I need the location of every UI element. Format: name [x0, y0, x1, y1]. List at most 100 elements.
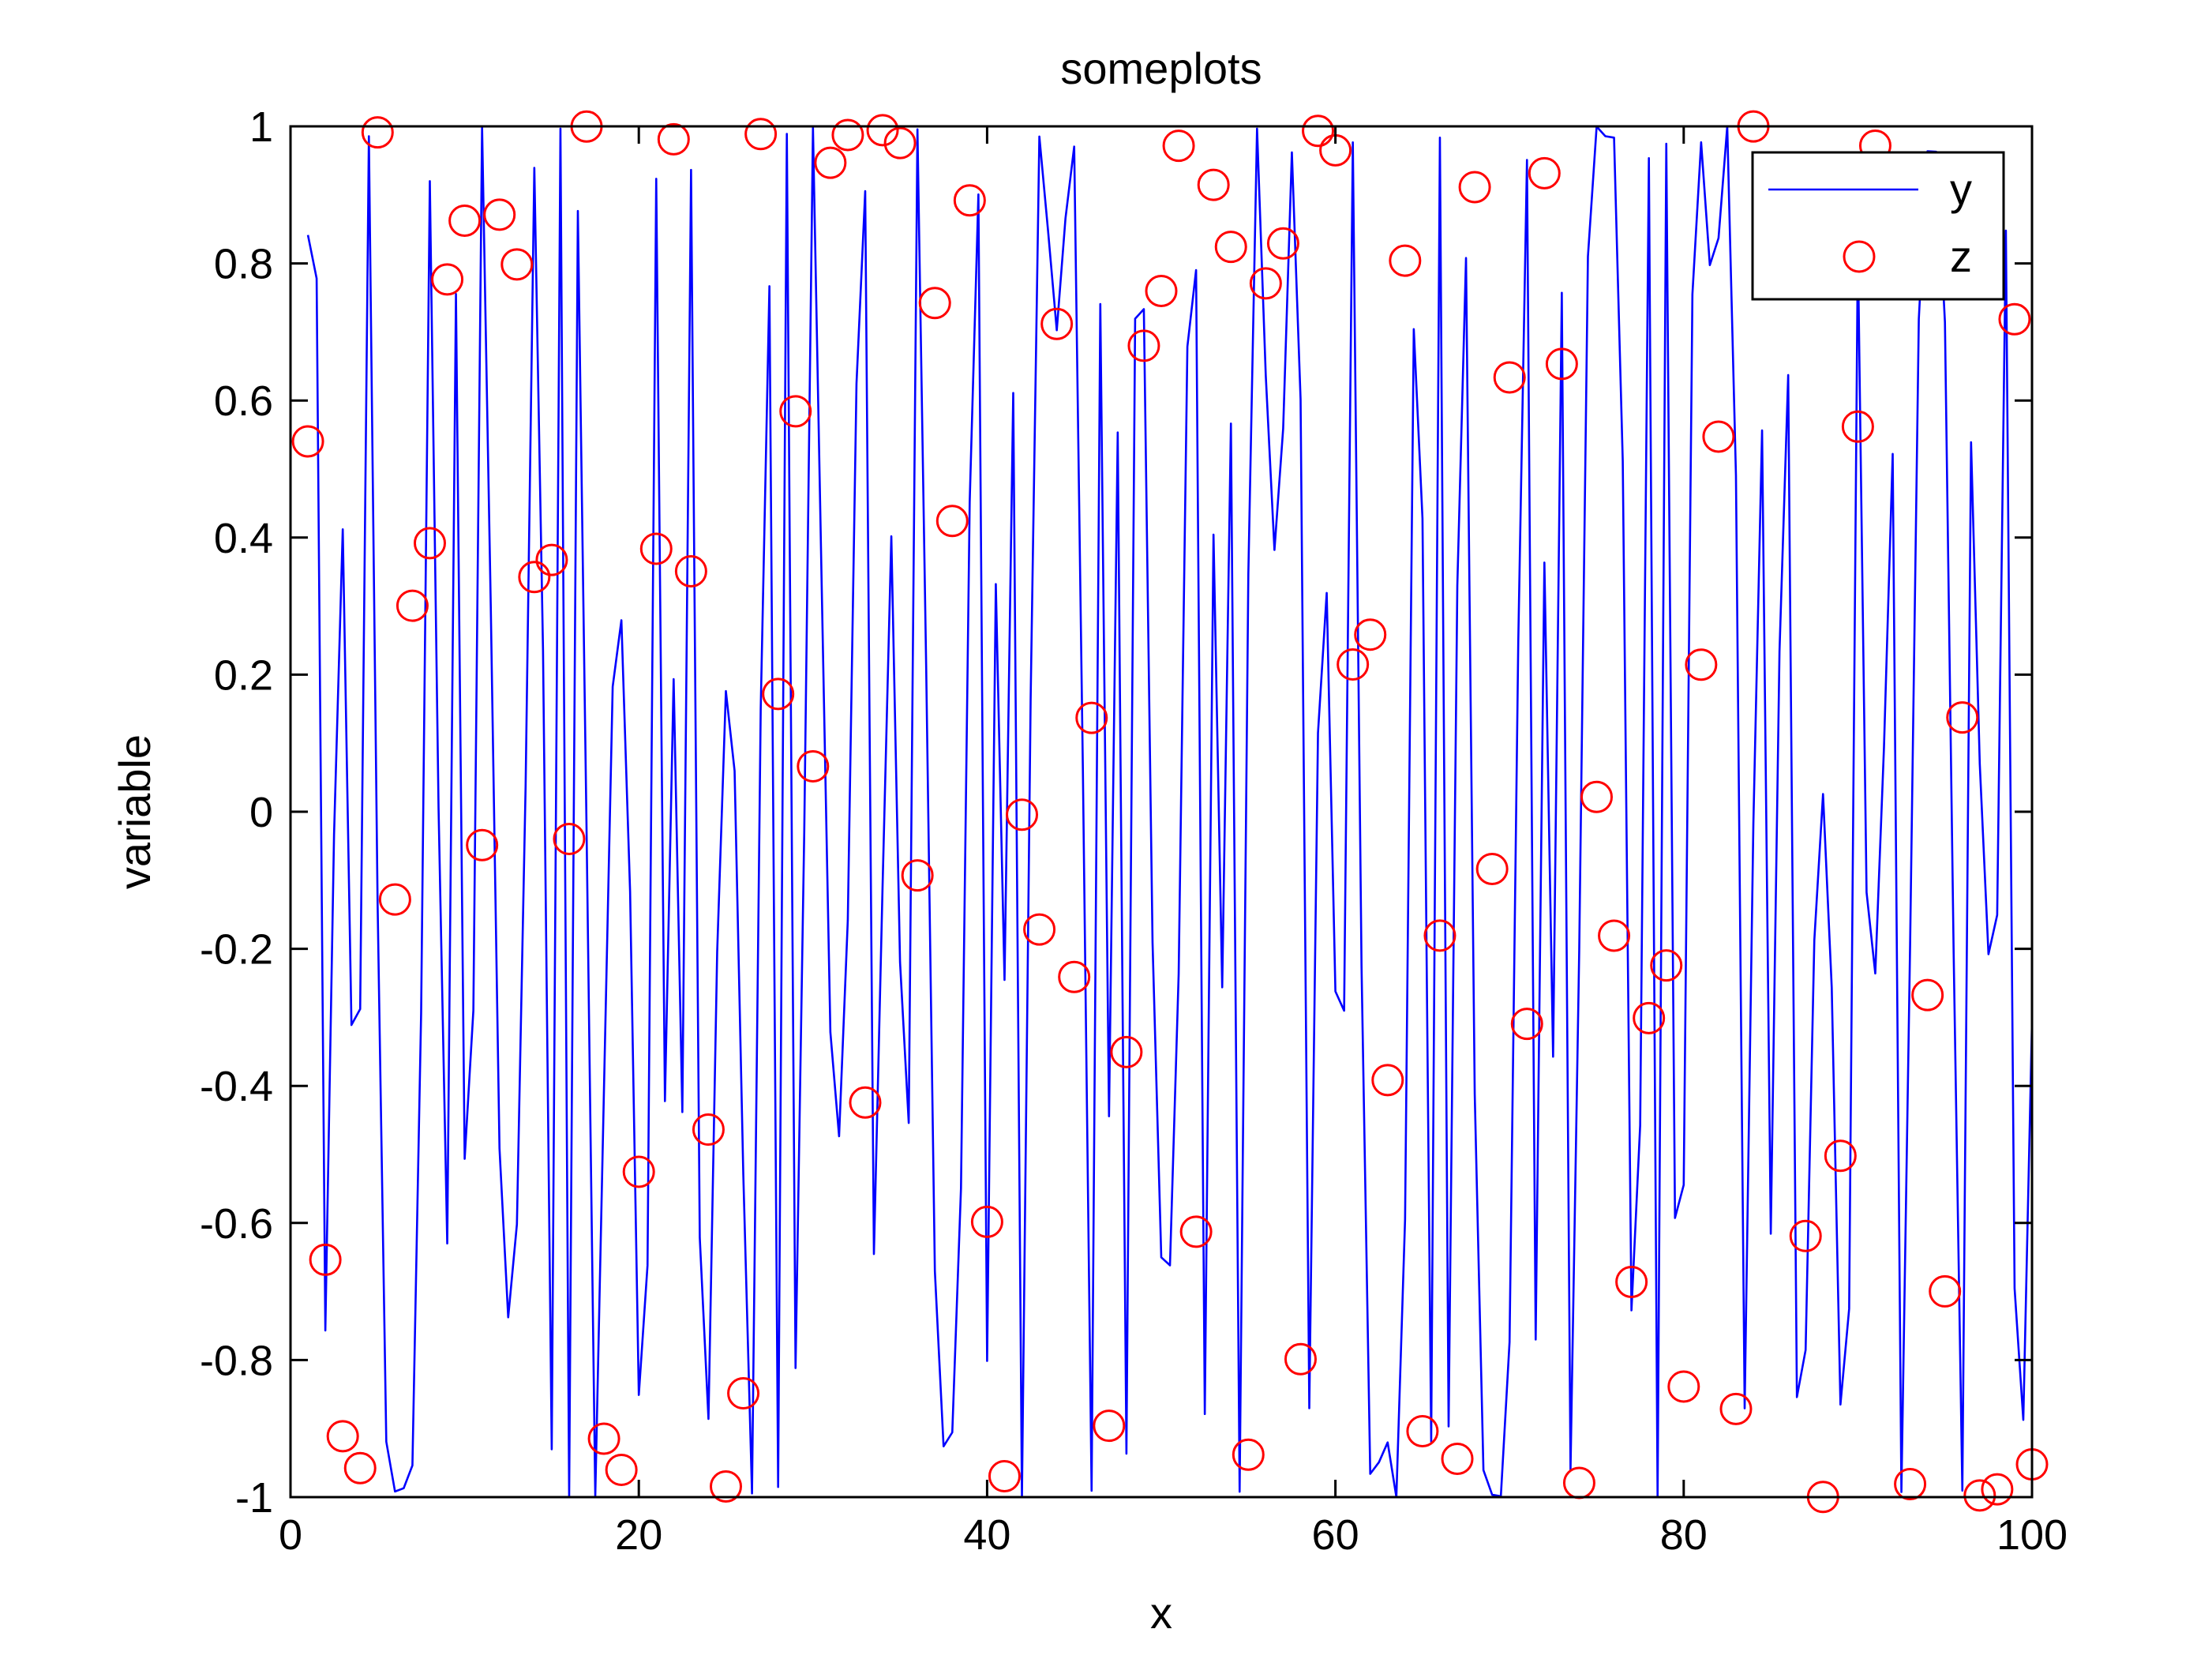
x-axis-label: x	[1150, 1588, 1172, 1638]
series-z-point-66	[1441, 1442, 1474, 1475]
series-z-point-55	[1249, 267, 1282, 300]
series-z-point-54	[1232, 1438, 1265, 1471]
series-z-point-72	[1545, 347, 1578, 381]
y-tick-label: 1	[249, 103, 273, 151]
y-tick-label: -0.8	[200, 1337, 273, 1384]
series-z-point-15	[553, 823, 586, 856]
series-z-point-34	[883, 126, 917, 160]
series-z-point-60	[1337, 648, 1370, 681]
y-tick-label: 0.2	[214, 651, 273, 699]
series-z-point-50	[1162, 129, 1195, 163]
series-z-point-39	[970, 1205, 1003, 1238]
series-z-point-82	[1719, 1392, 1753, 1425]
y-tick-label: 0.4	[214, 515, 273, 562]
series-z-point-58	[1302, 114, 1335, 148]
series-z-point-9	[448, 205, 482, 238]
y-tick-label: -0.2	[200, 926, 273, 974]
series-z-point-7	[413, 527, 446, 560]
series-z-point-96	[1963, 1479, 1996, 1512]
series-z-point-89	[1841, 410, 1874, 443]
series-z-point-79	[1667, 1370, 1700, 1403]
series-z-point-0	[291, 425, 324, 458]
series-z-point-17	[587, 1422, 620, 1455]
series-z-point-40	[988, 1459, 1021, 1492]
x-tick-label: 0	[279, 1511, 302, 1559]
series-z-point-41	[1006, 798, 1039, 831]
series-z-point-93	[1911, 978, 1944, 1012]
series-z-point-4	[361, 116, 394, 149]
series-z-point-37	[935, 505, 969, 538]
series-z-point-24	[710, 1469, 742, 1503]
series-z-point-74	[1580, 780, 1613, 813]
series-z-point-20	[639, 532, 673, 565]
series-z-point-94	[1929, 1274, 1962, 1308]
series-z-point-10	[466, 828, 499, 861]
series-z-point-46	[1093, 1409, 1126, 1443]
y-tick-label: -0.6	[200, 1200, 273, 1248]
series-z-point-29	[797, 750, 830, 783]
series-z-point-26	[744, 118, 778, 151]
series-z-point-56	[1266, 227, 1299, 260]
legend-y-label: y	[1950, 164, 1972, 214]
series-z-point-76	[1615, 1266, 1648, 1299]
series-z-point-70	[1510, 1008, 1543, 1041]
series-z-point-38	[953, 184, 986, 217]
series-z-point-78	[1650, 949, 1683, 982]
series-z-point-67	[1458, 171, 1491, 204]
series-z-point-62	[1371, 1064, 1404, 1097]
y-tick-label: -0.4	[200, 1063, 273, 1110]
series-z-point-64	[1406, 1415, 1439, 1448]
series-z-point-13	[518, 561, 551, 594]
series-z-point-97	[1981, 1473, 2014, 1506]
series-z-point-42	[1023, 913, 1056, 946]
series-z-point-63	[1389, 244, 1422, 277]
series-z-point-28	[779, 395, 812, 428]
x-tick-label: 40	[963, 1511, 1010, 1559]
series-z-point-80	[1685, 648, 1718, 681]
legend-z-label: z	[1950, 231, 1972, 281]
y-tick-label: 0.8	[214, 241, 273, 288]
series-z-point-27	[762, 677, 795, 711]
series-z-point-95	[1946, 701, 1979, 734]
series-z-point-5	[378, 883, 411, 916]
series-z-point-36	[918, 287, 951, 320]
series-z-point-19	[622, 1155, 655, 1188]
series-z-point-18	[605, 1453, 638, 1486]
ticks-layer: 0 20 40 60 80 100 -1 -0.8 -0.6 -0.4 -0.2 0 0.2 0.4 0.6…	[200, 103, 2068, 1559]
series-z-point-2	[326, 1420, 359, 1453]
series-z-point-65	[1423, 919, 1457, 952]
y-tick-label: 0.6	[214, 377, 273, 425]
series-z-point-81	[1702, 420, 1735, 453]
series-z-point-32	[849, 1086, 882, 1119]
x-tick-label: 80	[1660, 1511, 1708, 1559]
series-z-point-57	[1284, 1342, 1317, 1376]
series-z-point-21	[657, 122, 690, 156]
series-z-point-53	[1214, 231, 1247, 264]
x-tick-label: 60	[1312, 1511, 1359, 1559]
series-z-point-47	[1110, 1035, 1143, 1068]
y-tick-label: 0	[249, 789, 273, 836]
series-z-point-35	[901, 859, 934, 892]
series-z-point-68	[1475, 853, 1509, 886]
series-z-point-43	[1040, 307, 1074, 340]
series-z-point-88	[1824, 1139, 1857, 1173]
series-z-point-30	[814, 146, 847, 179]
series-z-point-8	[431, 263, 464, 296]
series-z-point-52	[1197, 168, 1230, 201]
series-z-point-23	[692, 1113, 725, 1147]
series-z-point-3	[343, 1451, 377, 1484]
series-z-point-1	[309, 1243, 342, 1276]
y-axis-label: variable	[110, 734, 159, 889]
x-tick-label: 20	[615, 1511, 662, 1559]
series-z-point-6	[396, 589, 429, 622]
series-z-point-49	[1145, 274, 1178, 307]
series-z-point-77	[1633, 1001, 1666, 1034]
series-z-point-22	[674, 555, 707, 588]
series-z-point-71	[1528, 156, 1561, 190]
series-z-point-11	[483, 198, 516, 231]
series-z-point-14	[535, 543, 568, 576]
series-z-point-48	[1127, 329, 1160, 362]
x-tick-label: 100	[1996, 1511, 2068, 1559]
series-z-point-44	[1058, 960, 1091, 993]
